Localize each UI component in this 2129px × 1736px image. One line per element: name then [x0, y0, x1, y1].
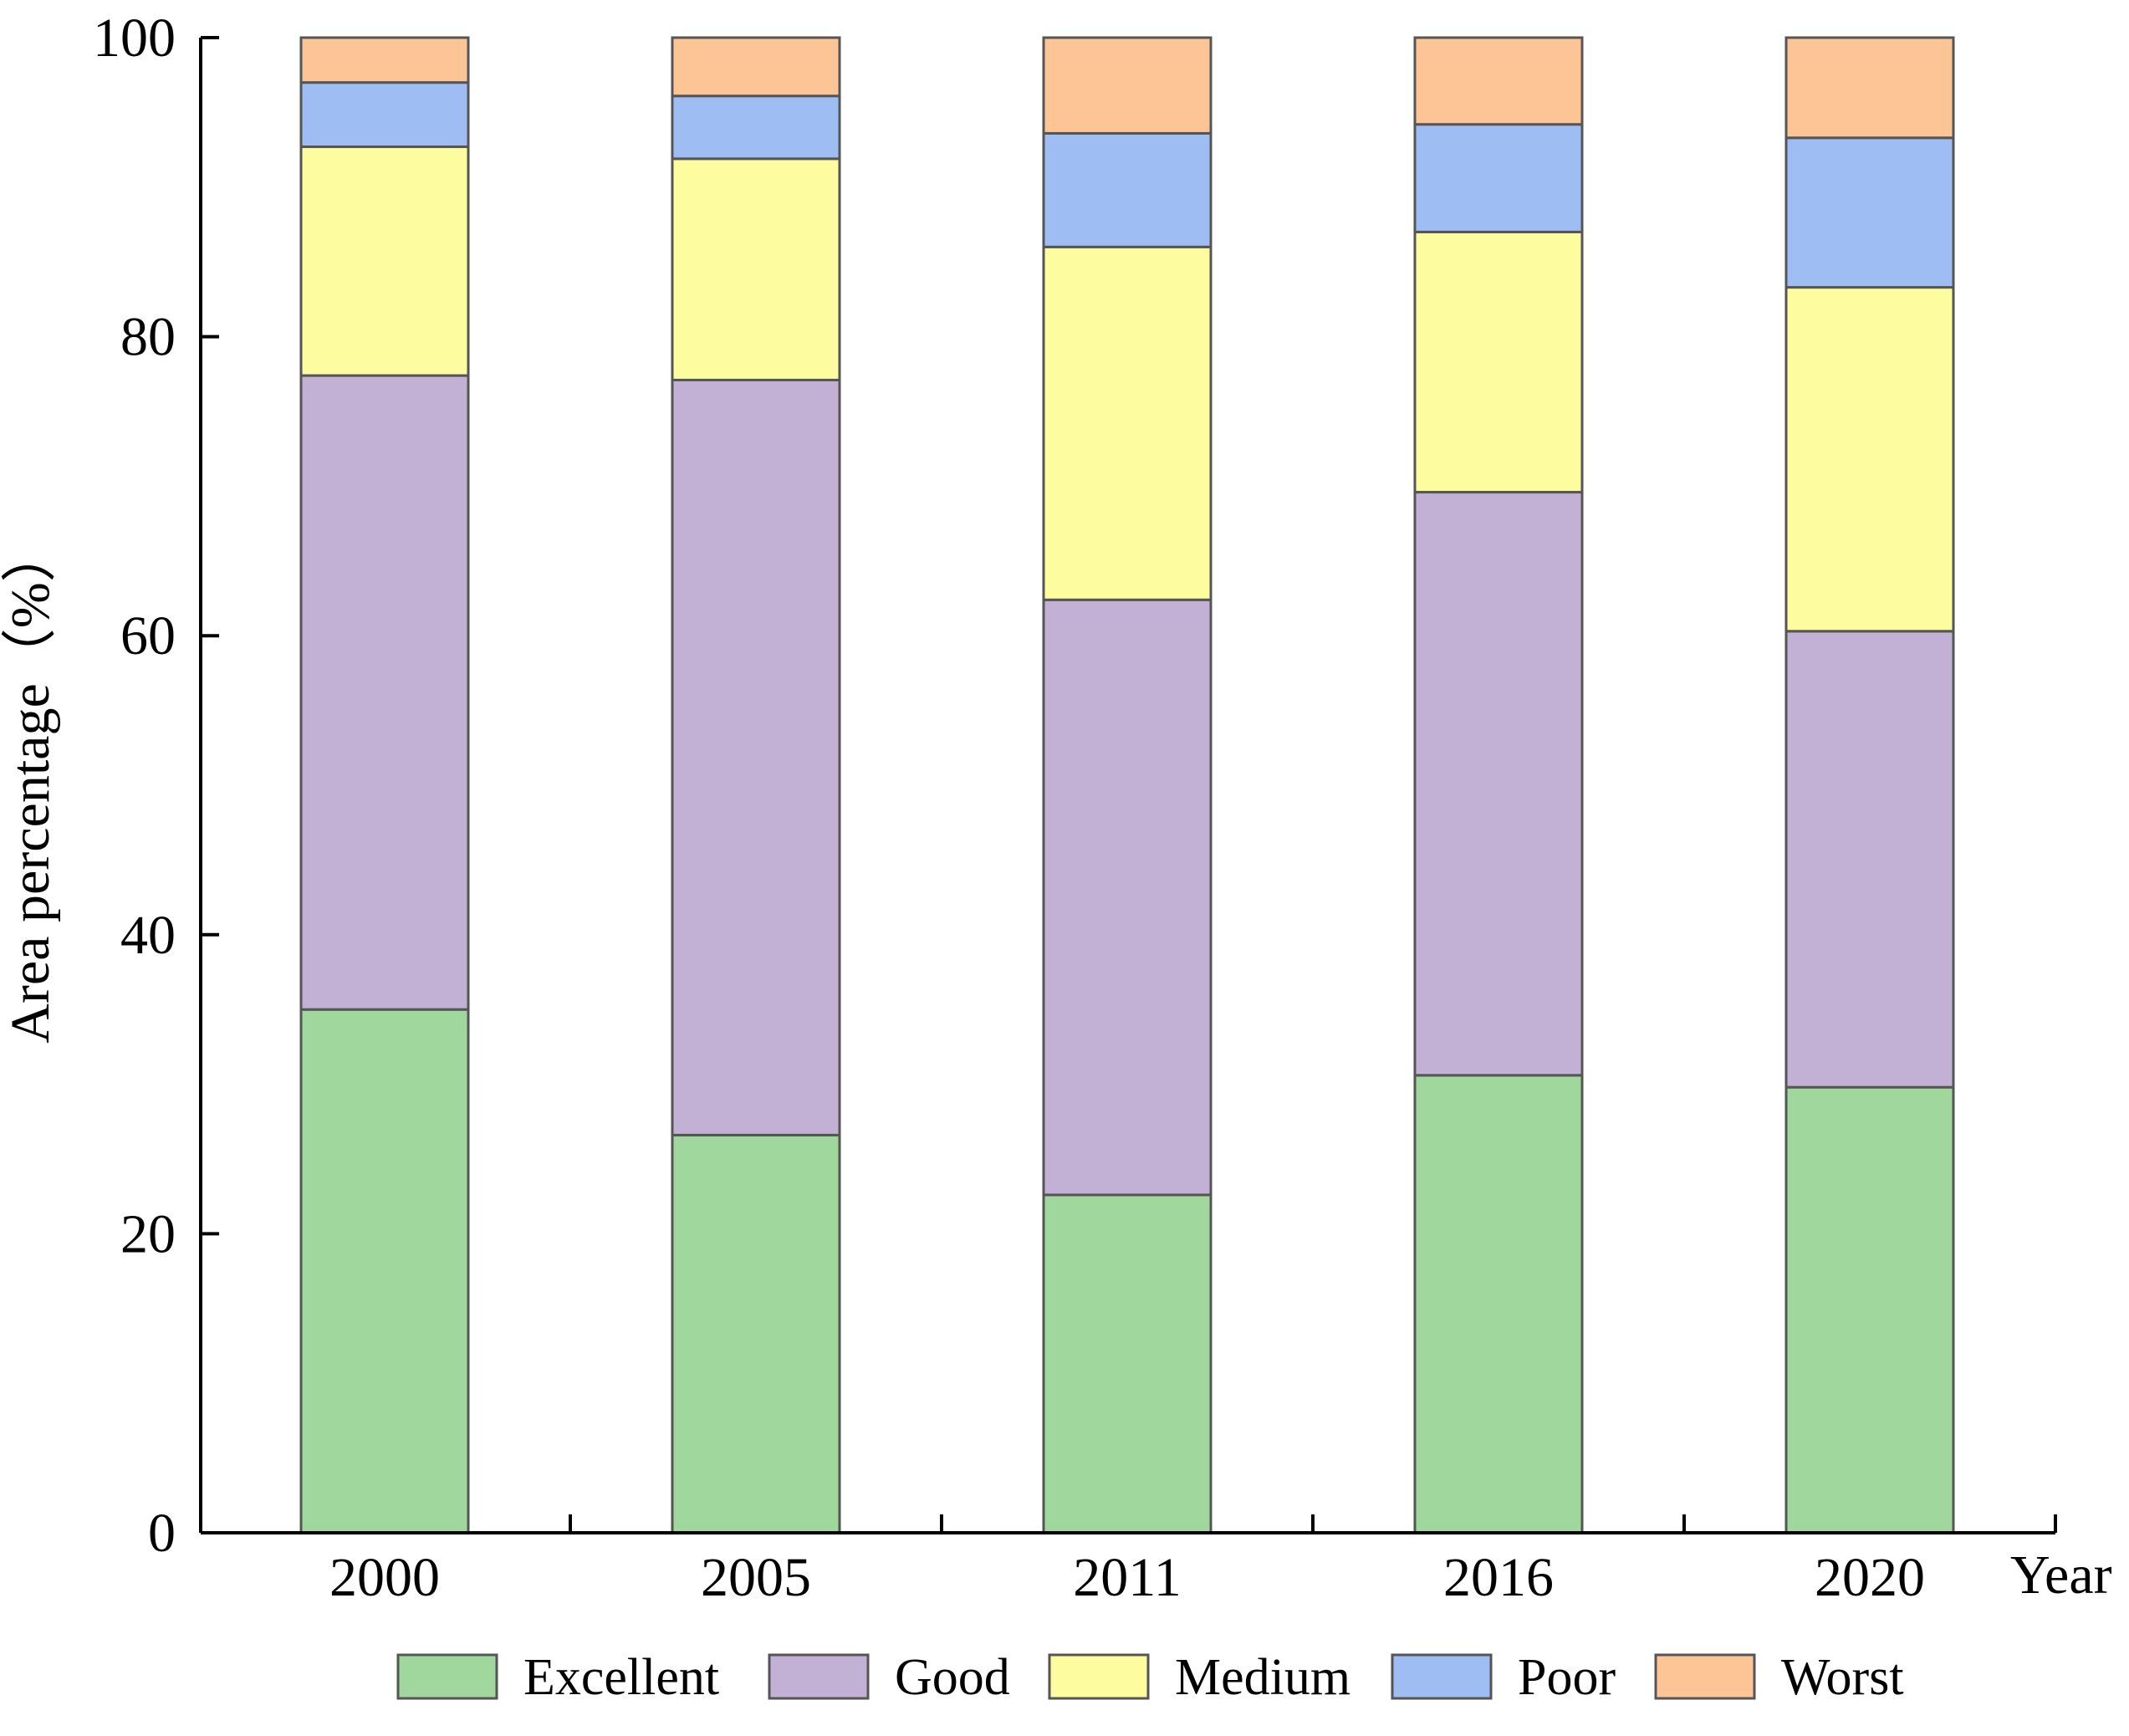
bar-medium-2016: [1413, 230, 1584, 494]
x-axis-title: Year: [2010, 1545, 2112, 1606]
bar-excellent-2005: [671, 1133, 841, 1534]
bar-good-2016: [1413, 491, 1584, 1077]
bar-worst-2000: [299, 36, 470, 84]
bar-worst-2005: [671, 36, 841, 98]
legend-label-excellent: Excellent: [523, 1649, 719, 1706]
legend-swatch-worst: [1654, 1653, 1756, 1700]
bar-poor-2011: [1042, 131, 1213, 248]
x-tick-label-2016: 2016: [1443, 1547, 1554, 1608]
bar-good-2000: [299, 374, 470, 1011]
legend-label-worst: Worst: [1781, 1649, 1904, 1706]
bars-layer: [299, 36, 1955, 1534]
bar-excellent-2016: [1413, 1074, 1584, 1534]
legend: Excellent Good Medium Poor Worst: [396, 1649, 1904, 1706]
y-ticks: 0 20 40 60 80 100: [93, 8, 219, 1564]
legend-swatch-good: [768, 1653, 870, 1700]
bar-medium-2020: [1784, 286, 1955, 633]
y-tick-label-0: 0: [148, 1503, 176, 1564]
y-tick-label-40: 40: [120, 905, 176, 966]
bar-poor-2005: [671, 94, 841, 161]
bar-poor-2020: [1784, 136, 1955, 289]
legend-label-good: Good: [895, 1649, 1010, 1706]
bar-worst-2011: [1042, 36, 1213, 135]
bar-poor-2000: [299, 81, 470, 149]
y-tick-label-60: 60: [120, 605, 176, 666]
legend-swatch-medium: [1048, 1653, 1150, 1700]
legend-swatch-poor: [1391, 1653, 1493, 1700]
bar-excellent-2000: [299, 1008, 470, 1534]
y-tick-label-80: 80: [120, 307, 176, 368]
y-axis-title: Area percentage（%）: [0, 527, 61, 1044]
legend-label-medium: Medium: [1175, 1649, 1350, 1706]
bar-medium-2000: [299, 146, 470, 377]
bar-excellent-2020: [1784, 1085, 1955, 1534]
bar-excellent-2011: [1042, 1193, 1213, 1534]
bar-medium-2011: [1042, 245, 1213, 601]
bar-worst-2020: [1784, 36, 1955, 140]
x-tick-label-2020: 2020: [1815, 1547, 1925, 1608]
bar-poor-2016: [1413, 123, 1584, 233]
axes-layer: [199, 38, 2055, 1534]
bar-good-2005: [671, 378, 841, 1136]
y-tick-label-20: 20: [120, 1203, 176, 1264]
x-tick-label-2000: 2000: [329, 1547, 440, 1608]
legend-swatch-excellent: [396, 1653, 498, 1700]
bar-good-2011: [1042, 598, 1213, 1197]
legend-label-poor: Poor: [1518, 1649, 1616, 1706]
x-tick-label-2005: 2005: [701, 1547, 811, 1608]
bar-good-2020: [1784, 630, 1955, 1089]
bar-worst-2016: [1413, 36, 1584, 126]
x-ticks: 2000 2005 2011 2016 2020: [329, 1514, 2057, 1608]
x-tick-label-2011: 2011: [1073, 1547, 1182, 1608]
y-tick-label-100: 100: [93, 8, 176, 69]
bar-medium-2005: [671, 157, 841, 381]
